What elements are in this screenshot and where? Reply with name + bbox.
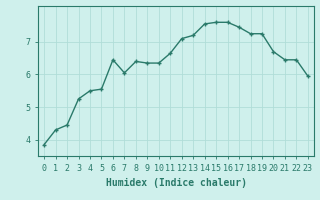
X-axis label: Humidex (Indice chaleur): Humidex (Indice chaleur) (106, 178, 246, 188)
